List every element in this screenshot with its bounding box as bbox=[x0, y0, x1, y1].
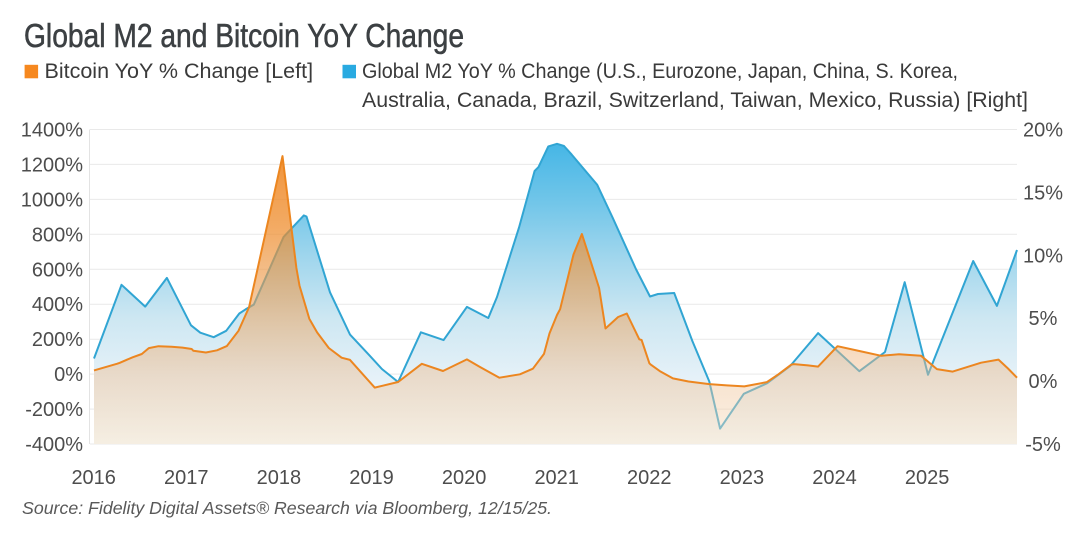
svg-text:2025: 2025 bbox=[905, 467, 950, 489]
svg-text:2022: 2022 bbox=[627, 467, 672, 489]
svg-text:1000%: 1000% bbox=[21, 189, 83, 211]
svg-text:400%: 400% bbox=[32, 294, 83, 316]
svg-text:-5%: -5% bbox=[1025, 434, 1061, 456]
svg-text:Global M2 YoY % Change (U.S.,: Global M2 YoY % Change (U.S., Eurozone, … bbox=[362, 59, 958, 83]
svg-text:0%: 0% bbox=[54, 364, 83, 386]
svg-text:10%: 10% bbox=[1023, 245, 1063, 267]
svg-text:2020: 2020 bbox=[442, 467, 487, 489]
svg-text:2019: 2019 bbox=[349, 467, 394, 489]
svg-text:5%: 5% bbox=[1029, 308, 1058, 330]
svg-text:2018: 2018 bbox=[257, 467, 302, 489]
svg-text:Source: Fidelity Digital Asset: Source: Fidelity Digital Assets® Researc… bbox=[22, 498, 552, 518]
svg-text:200%: 200% bbox=[32, 329, 83, 351]
svg-text:600%: 600% bbox=[32, 259, 83, 281]
svg-text:1200%: 1200% bbox=[21, 154, 83, 176]
svg-text:Global M2 and Bitcoin YoY Chan: Global M2 and Bitcoin YoY Change bbox=[24, 17, 464, 54]
svg-text:1400%: 1400% bbox=[21, 120, 83, 142]
svg-text:0%: 0% bbox=[1029, 371, 1058, 393]
svg-text:2023: 2023 bbox=[720, 467, 765, 489]
svg-text:Bitcoin YoY % Change [Left]: Bitcoin YoY % Change [Left] bbox=[45, 59, 314, 83]
svg-text:-400%: -400% bbox=[25, 434, 83, 456]
svg-text:15%: 15% bbox=[1023, 182, 1063, 204]
svg-text:-200%: -200% bbox=[25, 399, 83, 421]
svg-text:20%: 20% bbox=[1023, 120, 1063, 142]
svg-text:2024: 2024 bbox=[812, 467, 857, 489]
svg-text:2017: 2017 bbox=[164, 467, 209, 489]
svg-text:2021: 2021 bbox=[534, 467, 579, 489]
svg-text:Australia, Canada, Brazil, Swi: Australia, Canada, Brazil, Switzerland, … bbox=[362, 88, 1028, 112]
svg-text:800%: 800% bbox=[32, 224, 83, 246]
svg-text:2016: 2016 bbox=[71, 467, 116, 489]
